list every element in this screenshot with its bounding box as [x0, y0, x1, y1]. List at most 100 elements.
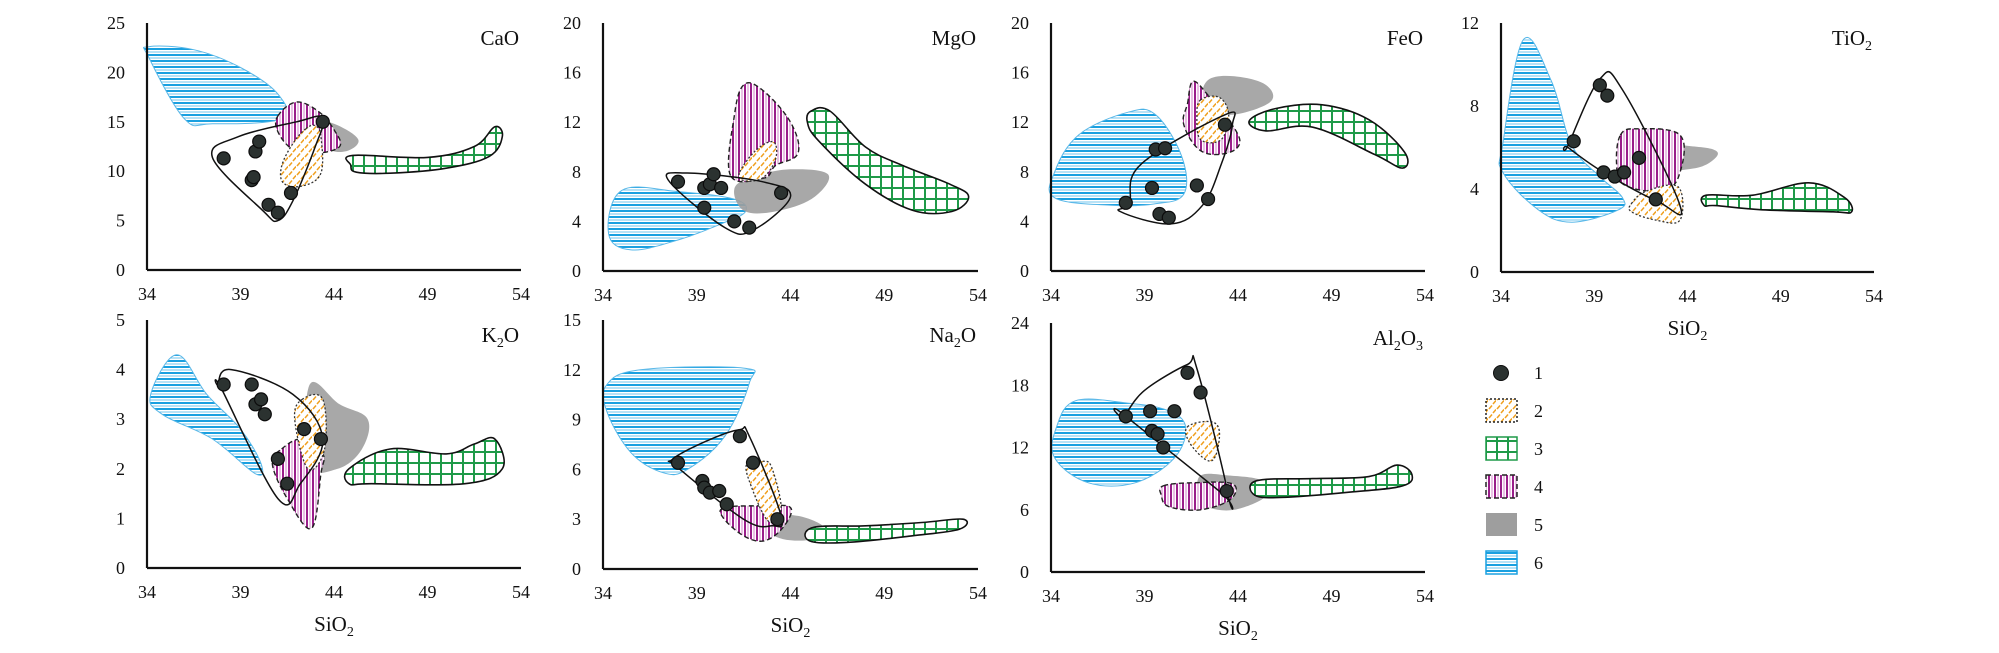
data-point [1144, 180, 1160, 196]
field-6 [1048, 108, 1188, 207]
field-6 [149, 354, 264, 476]
data-point [246, 170, 261, 185]
legend-item-6: 6 [1485, 550, 1543, 575]
y-tick-label: 5 [116, 310, 125, 330]
y-tick-label: 10 [107, 161, 125, 181]
data-point [1616, 165, 1632, 180]
field-3 [1248, 103, 1409, 169]
data-point [1156, 440, 1171, 455]
data-point [270, 205, 285, 220]
panel-title: MgO [932, 26, 976, 50]
y-tick-label: 12 [563, 360, 581, 380]
panel-title: FeO [1387, 26, 1423, 50]
y-tick-label: 1 [116, 508, 125, 528]
x-tick-label: 44 [1229, 586, 1247, 606]
legend-item-4: 4 [1485, 474, 1543, 499]
x-tick-label: 49 [419, 284, 437, 304]
data-point [313, 431, 329, 447]
y-tick-label: 3 [572, 509, 581, 529]
x-tick-label: 44 [782, 285, 800, 305]
x-tick-label: 44 [325, 582, 343, 602]
y-tick-label: 0 [572, 261, 581, 281]
panel-mgo: 0 4 8 12 16 20 34 39 44 49 54 MgO [563, 13, 987, 305]
x-tick-label: 49 [419, 582, 437, 602]
x-tick-label: 34 [594, 285, 612, 305]
legend-item-1: 1 [1493, 363, 1543, 383]
x-tick-label: 44 [1679, 286, 1697, 306]
field-2 [1184, 420, 1221, 462]
data-point [745, 455, 761, 470]
x-tick-label: 54 [1416, 586, 1434, 606]
legend-label: 5 [1534, 515, 1543, 535]
legend-swatch [1485, 436, 1518, 461]
x-tick-label: 49 [1772, 286, 1790, 306]
data-point [283, 185, 299, 201]
data-point [1180, 365, 1195, 380]
x-tick-label: 39 [232, 582, 250, 602]
data-point [670, 455, 686, 470]
field-3 [1249, 464, 1414, 499]
panel-title: K2O [482, 323, 519, 351]
legend-swatch [1493, 365, 1509, 381]
x-tick-label: 54 [969, 285, 987, 305]
y-tick-label: 12 [1011, 438, 1029, 458]
data-point [706, 167, 721, 182]
y-tick-label: 3 [116, 409, 125, 429]
field-6 [1498, 36, 1626, 223]
data-point [1143, 404, 1158, 419]
field-2 [1196, 95, 1230, 144]
points-group-1 [1118, 117, 1233, 225]
panel-feo: 0 4 8 12 16 20 34 39 44 49 54 FeO [1011, 13, 1434, 305]
x-tick-label: 39 [232, 284, 250, 304]
x-axis-label: SiO2 [314, 612, 354, 640]
field-6 [142, 45, 289, 127]
field-3 [343, 436, 505, 486]
legend-label: 1 [1534, 363, 1543, 383]
field-3 [345, 125, 504, 175]
x-tick-label: 34 [594, 583, 612, 603]
data-point [1193, 385, 1208, 400]
data-point [1217, 117, 1233, 132]
y-tick-label: 8 [572, 162, 581, 182]
y-tick-label: 0 [1020, 261, 1029, 281]
x-tick-label: 54 [1416, 285, 1434, 305]
x-tick-label: 39 [1585, 286, 1603, 306]
y-tick-label: 5 [116, 211, 125, 231]
x-tick-label: 54 [969, 583, 987, 603]
y-tick-label: 9 [572, 410, 581, 430]
panel-tio2: 0 4 8 12 34 39 44 49 54 TiO2 SiO2 [1461, 13, 1883, 344]
data-point [1161, 210, 1176, 225]
field-2 [738, 140, 778, 182]
y-tick-label: 15 [563, 310, 581, 330]
field-6 [607, 186, 747, 251]
data-point [1189, 178, 1204, 193]
data-point [257, 407, 272, 422]
x-tick-label: 54 [512, 582, 530, 602]
y-tick-label: 24 [1011, 313, 1029, 333]
data-point [244, 377, 259, 392]
x-tick-label: 44 [325, 284, 343, 304]
y-tick-label: 0 [1020, 562, 1029, 582]
data-point [719, 497, 734, 512]
data-point [732, 429, 747, 444]
x-tick-label: 34 [1042, 586, 1060, 606]
field-2 [279, 124, 324, 188]
data-point [1118, 195, 1133, 210]
x-axis-label: SiO2 [1218, 616, 1258, 644]
x-tick-label: 39 [1136, 285, 1154, 305]
data-point [770, 512, 785, 527]
legend-swatch [1485, 398, 1518, 423]
y-tick-label: 4 [1020, 211, 1029, 231]
x-tick-label: 54 [512, 284, 530, 304]
x-tick-label: 49 [1323, 285, 1341, 305]
fields [142, 45, 504, 223]
y-tick-label: 16 [1011, 63, 1029, 83]
panel-title: Na2O [929, 323, 976, 351]
y-tick-label: 2 [116, 459, 125, 479]
data-point [1118, 409, 1133, 424]
legend: 1 2 3 4 5 6 [1485, 363, 1543, 575]
legend-label: 4 [1534, 477, 1543, 497]
points-group-1 [670, 167, 789, 235]
